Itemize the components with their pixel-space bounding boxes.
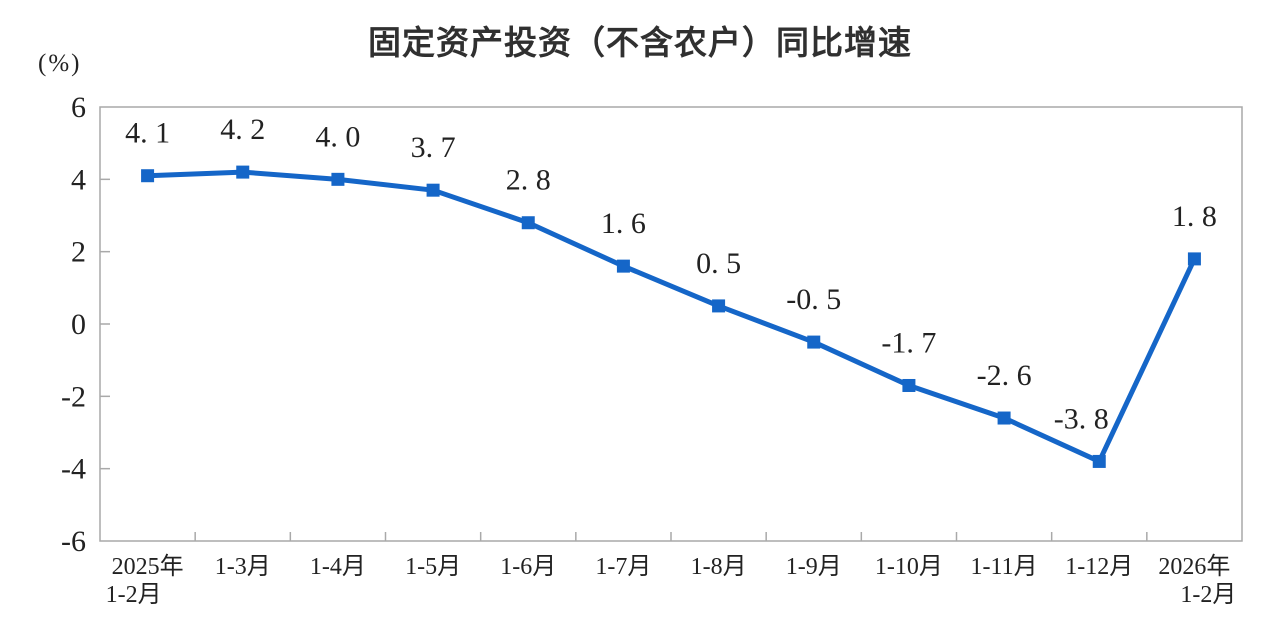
- x-axis-category-label: 2025年: [112, 553, 184, 580]
- data-point-label: -1. 7: [881, 326, 936, 359]
- data-point-label: -0. 5: [786, 283, 841, 316]
- data-point-label: 1. 6: [601, 207, 646, 240]
- y-axis-tick-label: 6: [71, 91, 86, 124]
- y-axis-tick-label: 2: [71, 236, 86, 269]
- x-axis-category-label-line2: 1-2月: [1180, 582, 1236, 608]
- x-axis-category-label: 1-9月: [786, 554, 842, 580]
- data-point-marker: [1092, 454, 1106, 468]
- data-point-label: 3. 7: [411, 131, 456, 164]
- y-axis-tick-label: -2: [61, 380, 86, 413]
- data-point-marker: [331, 172, 345, 186]
- data-point-marker: [141, 169, 155, 183]
- data-point-marker: [712, 299, 726, 313]
- x-axis-category-label: 1-8月: [691, 554, 747, 580]
- data-point-label: 4. 0: [315, 120, 360, 153]
- data-line: [147, 169, 1197, 464]
- data-point-label: -3. 8: [1054, 402, 1109, 435]
- data-point-label: -2. 6: [977, 359, 1032, 392]
- data-point-marker: [1187, 252, 1201, 266]
- x-axis-category-label: 2026年: [1158, 553, 1230, 580]
- x-axis-category-label: 1-3月: [215, 554, 271, 580]
- x-axis-category-label-line2: 1-2月: [106, 582, 162, 608]
- x-axis-category-label: 1-7月: [595, 554, 651, 580]
- x-axis-category-label: 1-11月: [971, 554, 1038, 580]
- x-axis-category-label: 1-5月: [405, 554, 461, 580]
- x-axis-category-label: 1-10月: [875, 554, 943, 580]
- data-point-label: 2. 8: [506, 164, 551, 197]
- y-axis-tick-label: 4: [71, 163, 86, 196]
- data-point-marker: [997, 411, 1011, 425]
- data-point-label: 1. 8: [1172, 200, 1217, 233]
- data-point-label: 4. 1: [125, 117, 170, 150]
- chart-title: 固定资产投资（不含农户）同比增速: [368, 24, 912, 61]
- data-point-marker: [616, 259, 630, 273]
- data-point-marker: [426, 183, 440, 197]
- data-point-marker: [902, 378, 916, 392]
- data-point-label: 4. 2: [220, 113, 265, 146]
- data-point-marker: [236, 165, 250, 179]
- x-axis-category-label: 1-6月: [500, 554, 556, 580]
- data-point-marker: [521, 216, 535, 230]
- y-axis-tick-label: -4: [61, 453, 86, 486]
- x-axis-category-label: 1-4月: [310, 554, 366, 580]
- x-axis-category-label: 1-12月: [1065, 554, 1133, 580]
- y-axis-unit-label: (%): [38, 50, 82, 77]
- y-axis-tick-label: -6: [61, 525, 86, 558]
- data-point-marker: [807, 335, 821, 349]
- data-point-label: 0. 5: [696, 247, 741, 280]
- y-axis-tick-label: 0: [71, 308, 86, 341]
